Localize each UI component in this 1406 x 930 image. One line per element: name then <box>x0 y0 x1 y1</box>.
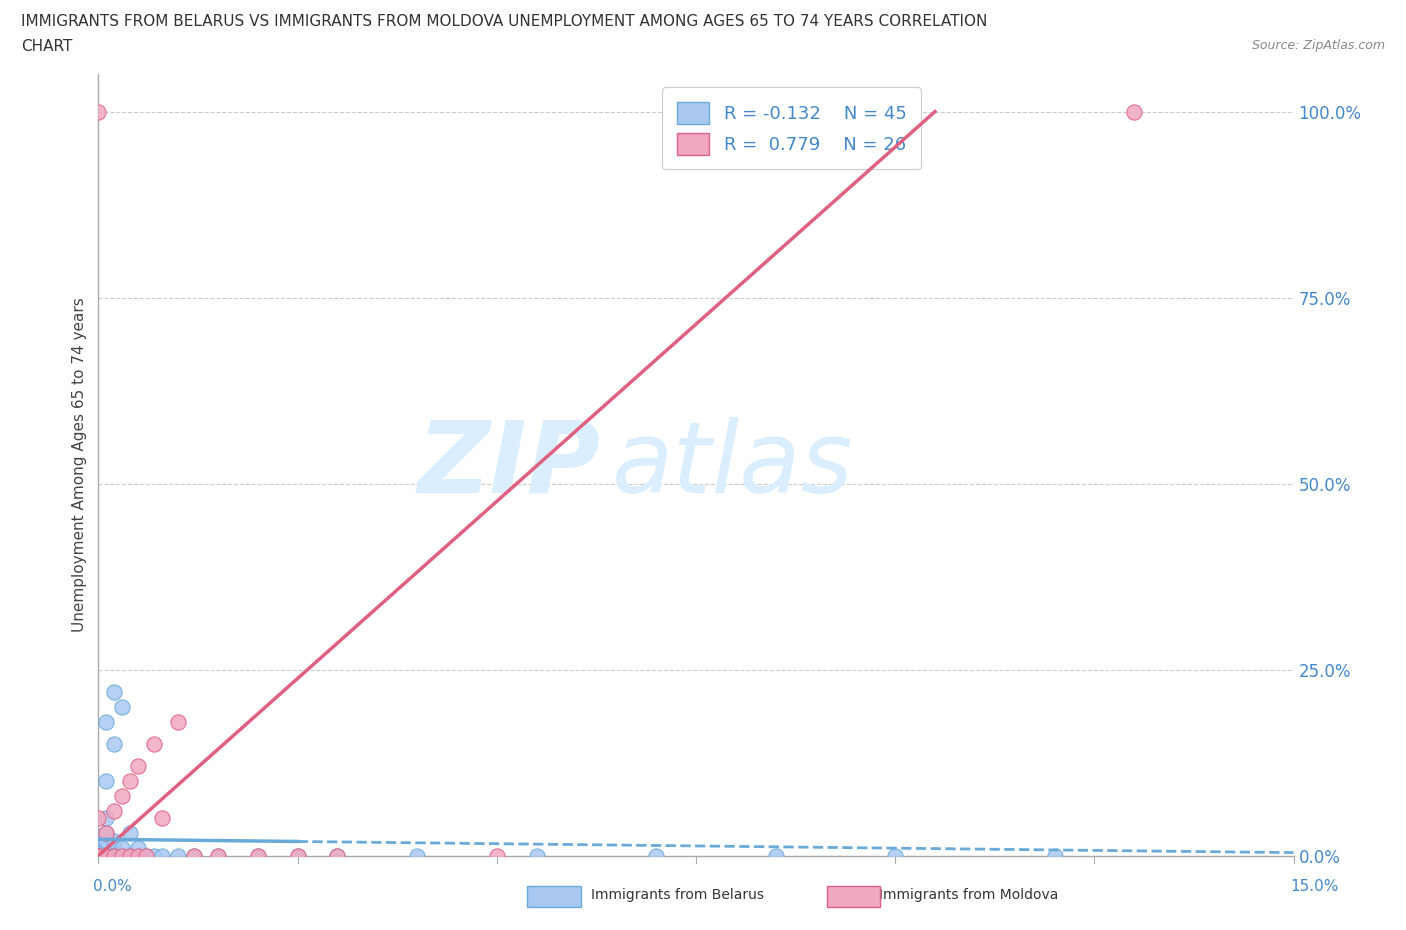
Point <box>96 833 118 848</box>
Point <box>103 804 125 818</box>
Text: atlas: atlas <box>613 417 853 513</box>
Point <box>183 848 205 863</box>
Text: Source: ZipAtlas.com: Source: ZipAtlas.com <box>1251 39 1385 52</box>
Point <box>87 841 110 856</box>
Point <box>87 848 110 863</box>
Point <box>127 759 149 774</box>
Point <box>1043 848 1066 863</box>
Point <box>103 684 125 699</box>
Point <box>111 848 134 863</box>
Point <box>406 848 429 863</box>
Point <box>87 848 110 863</box>
Point <box>120 826 142 841</box>
Y-axis label: Unemployment Among Ages 65 to 74 years: Unemployment Among Ages 65 to 74 years <box>72 298 87 632</box>
Point <box>103 848 125 863</box>
Point <box>87 837 110 852</box>
Point <box>183 848 205 863</box>
Text: ZIP: ZIP <box>418 417 600 513</box>
Point <box>287 848 309 863</box>
Point <box>87 848 110 863</box>
Point <box>326 848 349 863</box>
Point <box>96 826 118 841</box>
Point <box>87 848 110 863</box>
Point <box>167 848 190 863</box>
Point <box>127 848 149 863</box>
Point <box>87 811 110 826</box>
Text: 15.0%: 15.0% <box>1291 879 1339 894</box>
Point <box>246 848 269 863</box>
Point <box>287 848 309 863</box>
Point <box>103 737 125 751</box>
Point <box>96 714 118 729</box>
Point <box>143 737 166 751</box>
Point <box>87 848 110 863</box>
Point <box>120 774 142 789</box>
Point <box>87 830 110 844</box>
Point <box>127 841 149 856</box>
Point <box>96 844 118 859</box>
Point <box>87 104 110 119</box>
Point <box>485 848 508 863</box>
Point <box>96 841 118 856</box>
Point <box>96 848 118 863</box>
Legend: R = -0.132    N = 45, R =  0.779    N = 26: R = -0.132 N = 45, R = 0.779 N = 26 <box>662 87 921 169</box>
Text: CHART: CHART <box>21 39 73 54</box>
Point <box>87 844 110 859</box>
Point <box>103 841 125 856</box>
Point <box>87 848 110 863</box>
Point <box>111 699 134 714</box>
Point <box>167 714 190 729</box>
Point <box>150 848 173 863</box>
Point <box>1123 104 1146 119</box>
Text: Immigrants from Moldova: Immigrants from Moldova <box>879 887 1059 902</box>
Text: IMMIGRANTS FROM BELARUS VS IMMIGRANTS FROM MOLDOVA UNEMPLOYMENT AMONG AGES 65 TO: IMMIGRANTS FROM BELARUS VS IMMIGRANTS FR… <box>21 14 987 29</box>
Point <box>135 848 157 863</box>
Point <box>765 848 787 863</box>
Text: Immigrants from Belarus: Immigrants from Belarus <box>591 887 763 902</box>
Point <box>103 848 125 863</box>
Point <box>103 833 125 848</box>
Point <box>884 848 907 863</box>
Point <box>127 848 149 863</box>
Point <box>111 789 134 804</box>
Text: 0.0%: 0.0% <box>93 879 132 894</box>
Point <box>120 848 142 863</box>
Point <box>96 826 118 841</box>
Point <box>111 841 134 856</box>
Point <box>326 848 349 863</box>
Point <box>96 848 118 863</box>
Point <box>207 848 229 863</box>
Point <box>246 848 269 863</box>
Point <box>111 848 134 863</box>
Point <box>87 833 110 848</box>
Point <box>526 848 548 863</box>
Point <box>87 848 110 863</box>
Point <box>150 811 173 826</box>
Point <box>143 848 166 863</box>
Point <box>96 811 118 826</box>
Point <box>96 774 118 789</box>
Point <box>135 848 157 863</box>
Point <box>645 848 668 863</box>
Point <box>87 848 110 863</box>
Point <box>207 848 229 863</box>
Point <box>120 848 142 863</box>
